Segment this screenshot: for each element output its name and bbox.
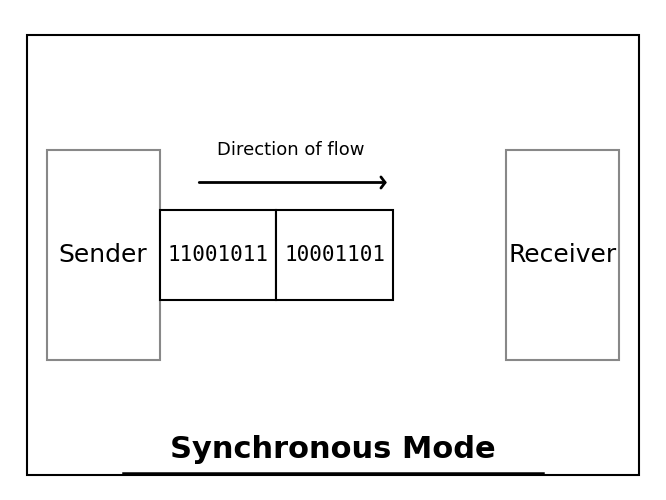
- FancyBboxPatch shape: [47, 150, 160, 360]
- FancyBboxPatch shape: [27, 35, 639, 475]
- Text: Direction of flow: Direction of flow: [217, 141, 365, 159]
- FancyBboxPatch shape: [506, 150, 619, 360]
- Text: Receiver: Receiver: [509, 243, 617, 267]
- FancyBboxPatch shape: [160, 210, 276, 300]
- Text: Synchronous Mode: Synchronous Mode: [170, 436, 496, 464]
- Text: 11001011: 11001011: [168, 245, 269, 265]
- Text: Sender: Sender: [59, 243, 148, 267]
- Text: 10001101: 10001101: [284, 245, 386, 265]
- FancyBboxPatch shape: [276, 210, 393, 300]
